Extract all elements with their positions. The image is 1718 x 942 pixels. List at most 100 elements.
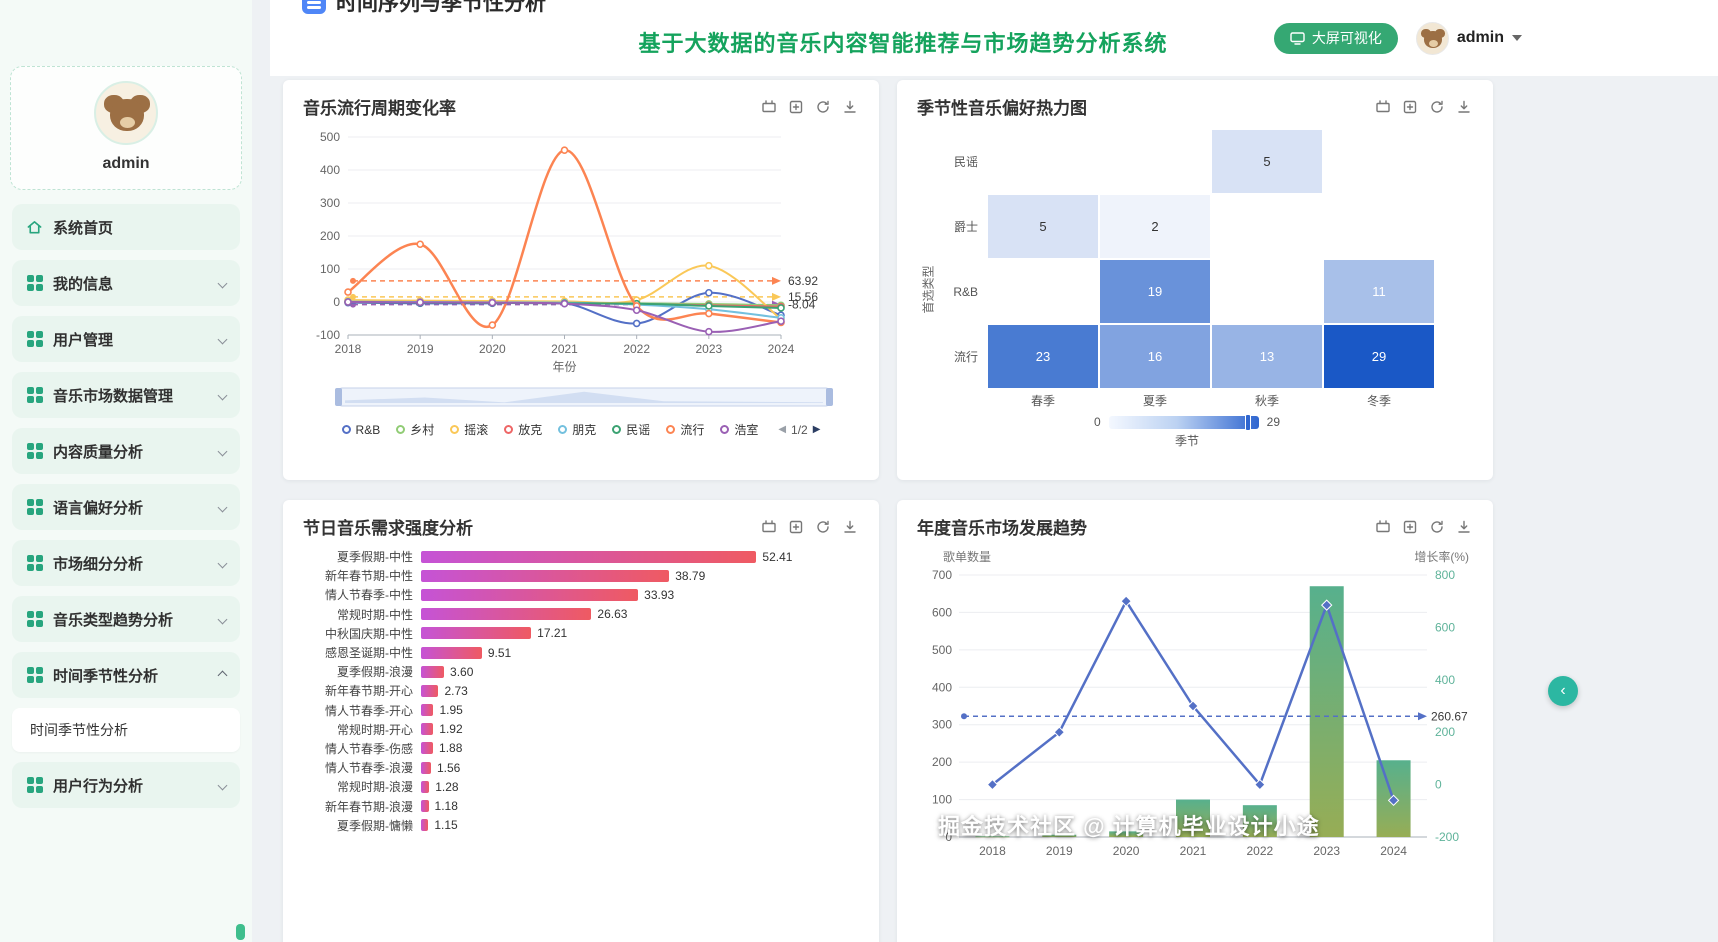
card-annual-trend: 年度音乐市场发展趋势 0 100 200 300 400 500 600 700 -200 0 20… bbox=[897, 500, 1493, 942]
heatmap-cell[interactable] bbox=[1212, 260, 1322, 323]
sidebar-item-time-season[interactable]: 时间季节性分析 bbox=[12, 652, 240, 698]
bar-row[interactable]: 常规时期-浪漫 1.28 bbox=[303, 777, 859, 796]
restore-icon[interactable] bbox=[1401, 98, 1419, 116]
legend-item[interactable]: R&B bbox=[341, 423, 380, 437]
heatmap-col-label: 冬季 bbox=[1366, 394, 1391, 408]
heatmap-cell[interactable]: 19 bbox=[1100, 260, 1210, 323]
download-icon[interactable] bbox=[841, 518, 859, 536]
heatmap-cell[interactable] bbox=[1100, 130, 1210, 193]
legend-item[interactable]: 摇滚 bbox=[450, 421, 488, 438]
heatmap-cell[interactable]: 2 bbox=[1100, 195, 1210, 258]
sidebar-item-home[interactable]: 系统首页 bbox=[12, 204, 240, 250]
heatmap-cell[interactable] bbox=[988, 260, 1098, 323]
refresh-icon[interactable] bbox=[1428, 98, 1446, 116]
bar-row[interactable]: 感恩圣诞期-中性 9.51 bbox=[303, 643, 859, 662]
legend-item[interactable]: 民谣 bbox=[612, 421, 650, 438]
collapse-float-button[interactable]: ‹ bbox=[1548, 676, 1578, 706]
bar-value-label: 1.95 bbox=[439, 703, 463, 718]
legend-item[interactable]: 浩室 bbox=[720, 421, 758, 438]
bar-row[interactable]: 情人节春季-伤感 1.88 bbox=[303, 739, 859, 758]
avatar[interactable] bbox=[94, 81, 158, 145]
datazoom-icon[interactable] bbox=[760, 518, 778, 536]
bar-row[interactable]: 情人节春季-浪漫 1.56 bbox=[303, 758, 859, 777]
restore-icon[interactable] bbox=[787, 518, 805, 536]
sidebar-item-my-info[interactable]: 我的信息 bbox=[12, 260, 240, 306]
sidebar-item-language-pref[interactable]: 语言偏好分析 bbox=[12, 484, 240, 530]
sidebar-item-user-mgmt[interactable]: 用户管理 bbox=[12, 316, 240, 362]
bar-row[interactable]: 新年春节期-浪漫 1.18 bbox=[303, 796, 859, 815]
sidebar-item-content-quality[interactable]: 内容质量分析 bbox=[12, 428, 240, 474]
datazoom-slider[interactable] bbox=[331, 386, 859, 413]
heatmap-x-axis-name: 季节 bbox=[1174, 434, 1199, 448]
card-popularity-cycle: 音乐流行周期变化率 -100 0 100 200 300 400 500 2018 2019 20… bbox=[283, 80, 879, 480]
bar-row[interactable]: 夏季假期-中性 52.41 bbox=[303, 547, 859, 566]
visualmap-max: 29 bbox=[1266, 415, 1281, 429]
bar-value-label: 2.73 bbox=[444, 683, 468, 698]
legend-item[interactable]: 流行 bbox=[666, 421, 704, 438]
svg-text:2021: 2021 bbox=[551, 342, 578, 356]
bar-row[interactable]: 常规时期-开心 1.92 bbox=[303, 720, 859, 739]
datazoom-icon[interactable] bbox=[1374, 518, 1392, 536]
bar-row[interactable]: 常规时期-中性 26.63 bbox=[303, 605, 859, 624]
download-icon[interactable] bbox=[1455, 518, 1473, 536]
legend-next-icon[interactable]: ▶ bbox=[812, 424, 821, 435]
restore-icon[interactable] bbox=[1401, 518, 1419, 536]
sidebar-item-user-behavior[interactable]: 用户行为分析 bbox=[12, 762, 240, 808]
svg-text:2019: 2019 bbox=[1046, 844, 1073, 858]
big-screen-button[interactable]: 大屏可视化 bbox=[1273, 22, 1398, 54]
visualmap-slider[interactable]: 0 29 bbox=[939, 413, 1435, 431]
bar-row[interactable]: 夏季假期-浪漫 3.60 bbox=[303, 662, 859, 681]
chevron-down-icon bbox=[1512, 35, 1522, 41]
user-dropdown[interactable]: admin bbox=[1415, 21, 1522, 55]
seasonal-heatmap-chart[interactable]: 首选类型 民谣 5 爵士 5 2 R&B 19 11 流行 23 16 13 29 春季 夏季 秋季 冬季 0 29 季… bbox=[917, 129, 1473, 449]
heatmap-cell[interactable]: 13 bbox=[1212, 325, 1322, 388]
heatmap-cell[interactable] bbox=[1324, 195, 1434, 258]
heatmap-cell[interactable]: 16 bbox=[1100, 325, 1210, 388]
heatmap-cell[interactable] bbox=[1212, 195, 1322, 258]
chart-toolbox bbox=[760, 518, 859, 536]
sidebar-scrollbar-thumb[interactable] bbox=[236, 924, 245, 940]
sidebar-item-music-market[interactable]: 音乐市场数据管理 bbox=[12, 372, 240, 418]
heatmap-cell[interactable] bbox=[988, 130, 1098, 193]
sidebar-subitem-time-season-sub[interactable]: 时间季节性分析 bbox=[12, 708, 240, 752]
heatmap-cell[interactable]: 11 bbox=[1324, 260, 1434, 323]
restore-icon[interactable] bbox=[787, 98, 805, 116]
bar bbox=[421, 588, 639, 601]
legend-item[interactable]: 放克 bbox=[504, 421, 542, 438]
bar bbox=[421, 569, 670, 582]
sidebar-item-label: 用户行为分析 bbox=[53, 777, 144, 795]
popularity-cycle-line-chart[interactable]: -100 0 100 200 300 400 500 2018 2019 2020 2021 2022… bbox=[303, 125, 859, 377]
legend-item[interactable]: 乡村 bbox=[396, 421, 434, 438]
refresh-icon[interactable] bbox=[814, 98, 832, 116]
refresh-icon[interactable] bbox=[814, 518, 832, 536]
heatmap-cell[interactable]: 5 bbox=[988, 195, 1098, 258]
legend-prev-icon[interactable]: ◀ bbox=[778, 424, 787, 435]
sidebar-item-genre-trend[interactable]: 音乐类型趋势分析 bbox=[12, 596, 240, 642]
datazoom-icon[interactable] bbox=[1374, 98, 1392, 116]
svg-text:200: 200 bbox=[932, 755, 952, 769]
svg-text:2022: 2022 bbox=[623, 342, 650, 356]
annual-trend-combo-chart[interactable]: 0 100 200 300 400 500 600 700 -200 0 200 400 600 800 歌… bbox=[917, 545, 1473, 881]
bar-row[interactable]: 新年春节期-开心 2.73 bbox=[303, 681, 859, 700]
bar-row[interactable]: 情人节春季-中性 33.93 bbox=[303, 585, 859, 604]
heatmap-cell[interactable]: 23 bbox=[988, 325, 1098, 388]
bar bbox=[421, 665, 445, 678]
bar-row[interactable]: 情人节春季-开心 1.95 bbox=[303, 701, 859, 720]
datazoom-icon[interactable] bbox=[760, 98, 778, 116]
bar-row[interactable]: 新年春节期-中性 38.79 bbox=[303, 566, 859, 585]
refresh-icon[interactable] bbox=[1428, 518, 1446, 536]
heatmap-cell[interactable]: 29 bbox=[1324, 325, 1434, 388]
download-icon[interactable] bbox=[841, 98, 859, 116]
svg-text:400: 400 bbox=[320, 163, 340, 177]
heatmap-cell[interactable]: 5 bbox=[1212, 130, 1322, 193]
download-icon[interactable] bbox=[1455, 98, 1473, 116]
festival-demand-bar-chart[interactable]: 夏季假期-中性 52.41 新年春节期-中性 38.79 情人节春季-中性 33.93 常规… bbox=[303, 547, 859, 835]
sidebar-item-market-segment[interactable]: 市场细分分析 bbox=[12, 540, 240, 586]
bar-row[interactable]: 夏季假期-慵懒 1.15 bbox=[303, 816, 859, 835]
sidebar-item-label: 音乐类型趋势分析 bbox=[53, 611, 174, 629]
bar-category-label: 新年春节期-浪漫 bbox=[325, 799, 413, 814]
bar-row[interactable]: 中秋国庆期-中性 17.21 bbox=[303, 624, 859, 643]
bar bbox=[421, 684, 439, 697]
legend-item[interactable]: 朋克 bbox=[558, 421, 596, 438]
heatmap-cell[interactable] bbox=[1324, 130, 1434, 193]
